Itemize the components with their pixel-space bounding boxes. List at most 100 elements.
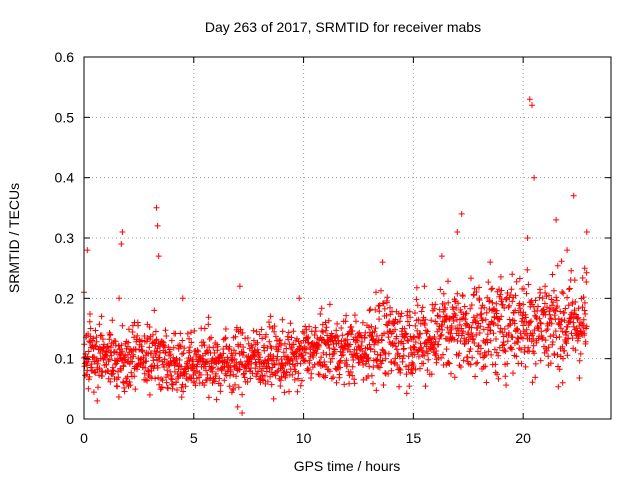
data-point <box>272 333 279 340</box>
data-point <box>440 290 447 297</box>
data-point <box>399 325 406 332</box>
data-point <box>503 382 510 389</box>
data-point <box>254 346 261 353</box>
data-point <box>574 327 581 334</box>
data-point <box>178 394 185 401</box>
data-point <box>236 283 243 290</box>
data-point <box>266 319 272 326</box>
data-point <box>468 302 475 308</box>
data-point <box>305 334 312 341</box>
data-point <box>344 331 351 338</box>
data-point <box>281 389 288 396</box>
data-point <box>162 327 169 334</box>
data-point <box>407 345 414 351</box>
data-point <box>368 372 375 379</box>
data-point <box>289 349 296 356</box>
data-point <box>513 278 520 285</box>
data-point <box>547 315 554 322</box>
data-point <box>513 353 520 360</box>
data-point <box>290 341 297 348</box>
data-point <box>415 353 422 360</box>
data-point <box>524 235 531 241</box>
data-point <box>167 351 174 358</box>
data-point <box>152 328 159 335</box>
data-point <box>369 337 376 344</box>
data-point <box>535 325 542 331</box>
data-point <box>558 325 564 332</box>
data-point <box>542 290 549 296</box>
data-point <box>103 361 109 368</box>
data-point <box>158 375 165 382</box>
data-point <box>575 314 582 321</box>
data-point <box>107 349 114 356</box>
data-point <box>392 343 399 350</box>
data-point <box>384 294 391 301</box>
data-point <box>298 377 305 384</box>
data-point <box>204 358 211 365</box>
data-point <box>141 370 148 377</box>
data-point <box>213 396 220 403</box>
data-point <box>320 329 327 335</box>
data-point <box>168 337 175 344</box>
data-point <box>162 349 169 356</box>
data-point <box>582 311 589 317</box>
data-point <box>467 346 474 352</box>
data-point <box>134 332 141 339</box>
data-point <box>385 370 392 377</box>
data-point <box>518 346 524 353</box>
data-point <box>391 320 398 327</box>
data-point <box>372 306 379 313</box>
data-point <box>205 394 212 401</box>
data-point <box>115 368 121 375</box>
data-point <box>336 371 343 378</box>
data-point <box>580 324 587 331</box>
data-point <box>392 355 399 362</box>
data-point <box>562 338 569 345</box>
data-point <box>566 286 572 293</box>
data-point <box>474 312 481 319</box>
data-point <box>169 381 176 388</box>
data-point <box>114 383 121 390</box>
data-point <box>525 281 532 288</box>
data-point <box>178 363 185 370</box>
data-point <box>521 285 527 292</box>
data-point <box>406 308 413 315</box>
data-point <box>362 329 369 336</box>
data-point <box>305 366 312 373</box>
data-point <box>268 345 275 352</box>
data-point <box>405 338 412 344</box>
data-point <box>549 302 555 309</box>
data-point <box>239 391 246 398</box>
data-point <box>380 300 387 307</box>
data-point <box>96 321 103 328</box>
data-point <box>126 326 132 333</box>
data-point <box>514 326 521 333</box>
data-point <box>549 339 556 345</box>
data-point <box>468 275 474 282</box>
data-point <box>373 357 379 363</box>
data-point <box>341 381 348 388</box>
data-point <box>96 365 103 372</box>
data-point <box>271 328 278 335</box>
data-point <box>493 300 500 307</box>
data-point <box>98 332 105 339</box>
data-point <box>231 356 238 363</box>
data-point <box>499 301 506 308</box>
data-point <box>553 216 560 223</box>
data-point <box>465 331 472 338</box>
data-point <box>462 310 469 317</box>
data-point <box>508 346 515 353</box>
data-point <box>485 279 492 286</box>
data-point <box>169 376 176 383</box>
data-point <box>226 383 233 390</box>
data-point <box>206 336 213 342</box>
data-point <box>359 319 366 326</box>
data-point <box>343 357 350 364</box>
data-point <box>421 283 428 290</box>
data-point <box>180 388 187 395</box>
data-point <box>484 339 491 346</box>
data-point <box>236 366 243 373</box>
data-point <box>384 299 390 306</box>
data-point <box>184 330 191 337</box>
data-point <box>106 356 113 363</box>
